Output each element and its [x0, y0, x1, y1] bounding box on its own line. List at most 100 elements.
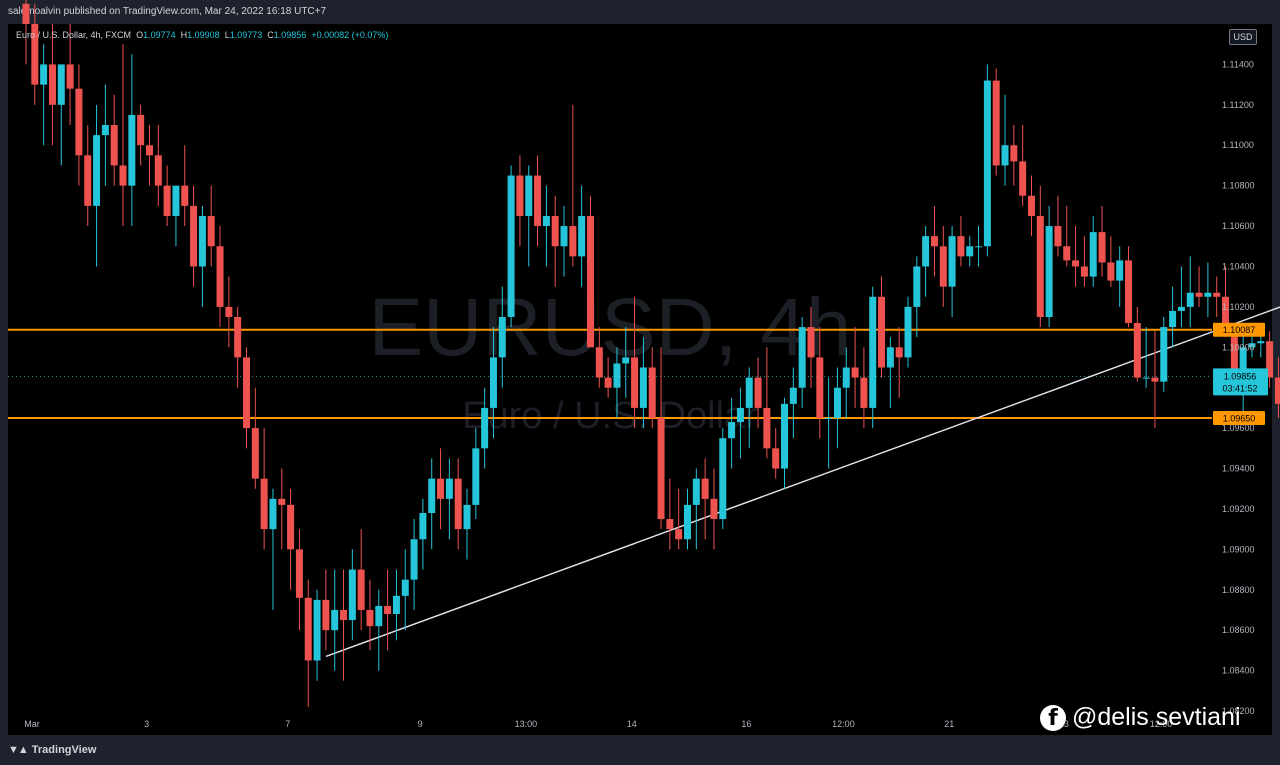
candle-body	[648, 367, 656, 419]
candle	[895, 327, 903, 398]
candle	[198, 205, 206, 307]
candle	[816, 327, 824, 439]
candle	[322, 569, 330, 651]
publish-info-text: salomoalvin published on TradingView.com…	[8, 6, 327, 17]
candle-body	[22, 3, 30, 25]
candle	[825, 377, 833, 469]
candle-body	[833, 387, 841, 419]
candle	[331, 569, 339, 671]
y-tick-label: 1.08200	[1222, 706, 1255, 716]
y-tick-label: 1.10200	[1222, 302, 1255, 312]
candle-body	[75, 88, 83, 156]
candle	[1054, 195, 1062, 257]
candle	[84, 125, 92, 227]
candle-body	[357, 569, 365, 610]
candle-body	[1116, 260, 1124, 281]
candle-body	[1204, 292, 1212, 297]
candle	[551, 195, 559, 287]
candle-body	[1133, 323, 1141, 378]
candle	[128, 54, 136, 227]
candle	[516, 155, 524, 247]
candle	[454, 458, 462, 550]
candle	[437, 448, 445, 530]
candle-series[interactable]	[22, 0, 1280, 707]
candle	[719, 428, 727, 530]
candle	[1204, 262, 1212, 317]
legend-open-label: O	[136, 30, 144, 40]
candle-body	[243, 357, 250, 429]
candle-body	[622, 357, 630, 364]
y-tick-label: 1.08600	[1222, 625, 1255, 635]
legend-high-label: H	[180, 30, 188, 40]
candle	[1027, 175, 1035, 237]
candle	[930, 205, 938, 277]
candle-body	[560, 226, 568, 247]
candle-body	[278, 498, 286, 505]
candle-body	[975, 246, 983, 248]
candle-body	[930, 236, 938, 247]
legend-high-value: 1.09908	[187, 30, 220, 40]
level-price-label: 1.09650	[1223, 414, 1256, 424]
candle-body	[534, 175, 542, 227]
candle-body	[578, 215, 586, 257]
candle-body	[1151, 377, 1159, 382]
candle-body	[657, 418, 665, 520]
candle	[648, 347, 656, 429]
candle-body	[340, 609, 348, 621]
candle	[1213, 276, 1221, 317]
candle	[410, 519, 418, 610]
candle-body	[1142, 377, 1150, 379]
candle	[904, 296, 912, 368]
watermark-name: Euro / U.S. Dollar	[462, 395, 758, 437]
candle	[1169, 286, 1177, 348]
y-tick-label: 1.09000	[1222, 544, 1255, 554]
currency-badge[interactable]: USD	[1229, 29, 1257, 45]
candle-body	[745, 377, 753, 408]
candle	[31, 3, 39, 105]
watermark-symbol: EURUSD, 4h	[368, 282, 851, 373]
candle	[789, 367, 797, 439]
candle	[1001, 94, 1009, 186]
candle	[366, 579, 374, 651]
candle-body	[895, 347, 903, 358]
candle	[631, 296, 639, 429]
candle-body	[1072, 260, 1080, 267]
candle-body	[181, 185, 189, 206]
candle-body	[728, 422, 736, 439]
trendline-group[interactable]	[325, 279, 1280, 658]
candle-body	[445, 478, 453, 499]
candle-body	[710, 498, 718, 520]
candle	[534, 155, 542, 247]
candle	[860, 347, 868, 429]
candle-body	[851, 367, 859, 378]
candle-body	[763, 407, 771, 449]
horizontal-levels[interactable]	[8, 328, 1212, 420]
y-tick-label: 1.11400	[1222, 59, 1254, 69]
candle	[243, 347, 250, 449]
last-price-label-bg	[1213, 368, 1268, 396]
candle-body	[489, 357, 497, 408]
tradingview-logo[interactable]: ▼▲ TradingView	[8, 744, 96, 756]
candle-body	[684, 504, 691, 540]
candle	[340, 569, 348, 681]
watermark-credit: f @delis sevtiani	[1040, 703, 1241, 732]
candle	[542, 185, 550, 267]
candle	[842, 347, 850, 419]
candle	[119, 44, 127, 227]
legend-symbol: Euro / U.S. Dollar, 4h, FXCM	[16, 30, 132, 40]
candle	[992, 68, 1000, 176]
candle-body	[631, 357, 639, 408]
candle	[622, 327, 630, 398]
candle-body	[1257, 341, 1265, 344]
candle	[401, 549, 409, 631]
candle	[745, 367, 753, 449]
y-tick-label: 1.10400	[1222, 261, 1255, 271]
candle	[445, 458, 453, 540]
candle-body	[878, 296, 886, 368]
candle	[1010, 125, 1018, 186]
candle	[48, 24, 56, 146]
candle	[639, 337, 647, 429]
footer-bar: ▼▲ TradingView	[0, 735, 1280, 765]
price-axis[interactable]: 1.11400 1.11200 1.11000 1.10800 1.10600 1.104…	[1222, 59, 1255, 716]
